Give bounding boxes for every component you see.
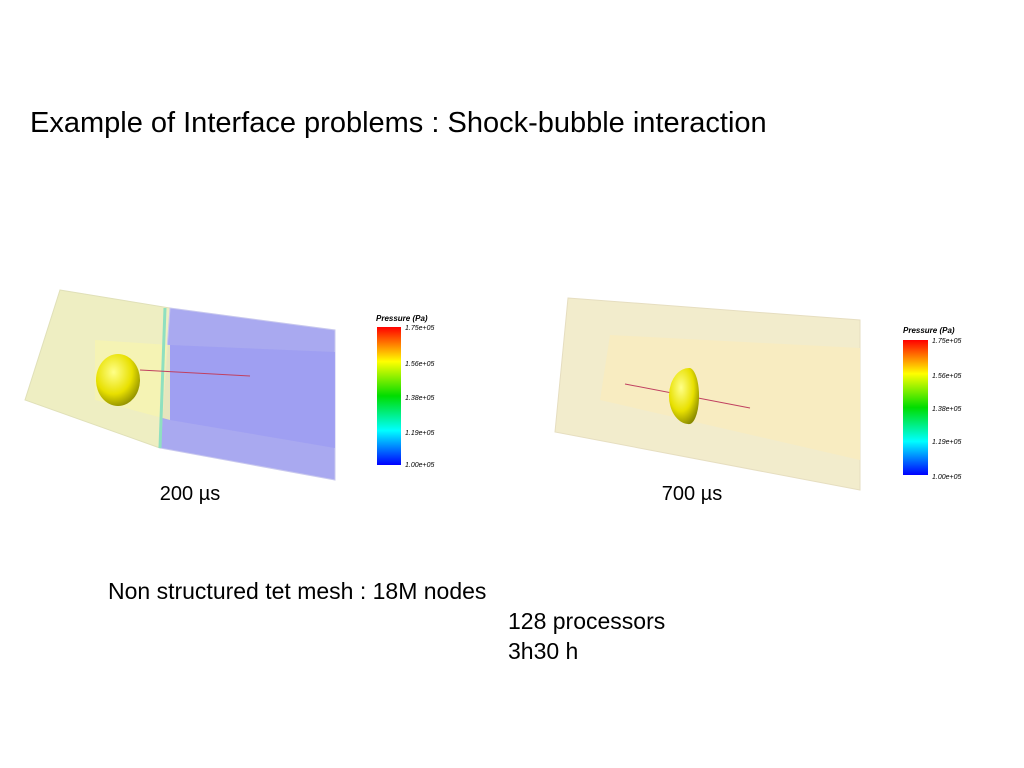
- figure-caption: 700 µs: [662, 483, 722, 505]
- shock-front: [158, 307, 167, 449]
- colorbar-title: Pressure (Pa): [376, 314, 428, 323]
- slide-title: Example of Interface problems : Shock-bu…: [30, 107, 767, 139]
- axis-line: [139, 369, 251, 377]
- bubble: [668, 367, 700, 425]
- colorbar-tick: 1.75e+05: [405, 325, 434, 332]
- colorbar: [377, 327, 401, 465]
- colorbar: [903, 340, 928, 475]
- bubble: [96, 354, 140, 406]
- colorbar-tick: 1.19e+05: [405, 430, 434, 437]
- colorbar-tick: 1.56e+05: [932, 373, 961, 380]
- note: Non structured tet mesh : 18M nodes: [108, 578, 486, 604]
- colorbar-tick: 1.75e+05: [932, 338, 961, 345]
- colorbar-tick: 1.00e+05: [932, 474, 961, 481]
- figure-2: Pressure (Pa) 1.75e+05 1.56e+05 1.38e+05…: [554, 297, 961, 505]
- note: 3h30 h: [508, 638, 578, 664]
- colorbar-tick: 1.19e+05: [932, 439, 961, 446]
- inner-face: [170, 345, 335, 448]
- colorbar-tick: 1.38e+05: [405, 395, 434, 402]
- figure-1: Pressure (Pa) 1.75e+05 1.56e+05 1.38e+05…: [24, 289, 434, 505]
- colorbar-tick: 1.00e+05: [405, 462, 434, 469]
- note: 128 processors: [508, 608, 665, 634]
- colorbar-tick: 1.56e+05: [405, 361, 434, 368]
- colorbar-title: Pressure (Pa): [903, 326, 955, 335]
- colorbar-tick: 1.38e+05: [932, 406, 961, 413]
- inner-face: [600, 335, 860, 460]
- figure-caption: 200 µs: [160, 483, 220, 505]
